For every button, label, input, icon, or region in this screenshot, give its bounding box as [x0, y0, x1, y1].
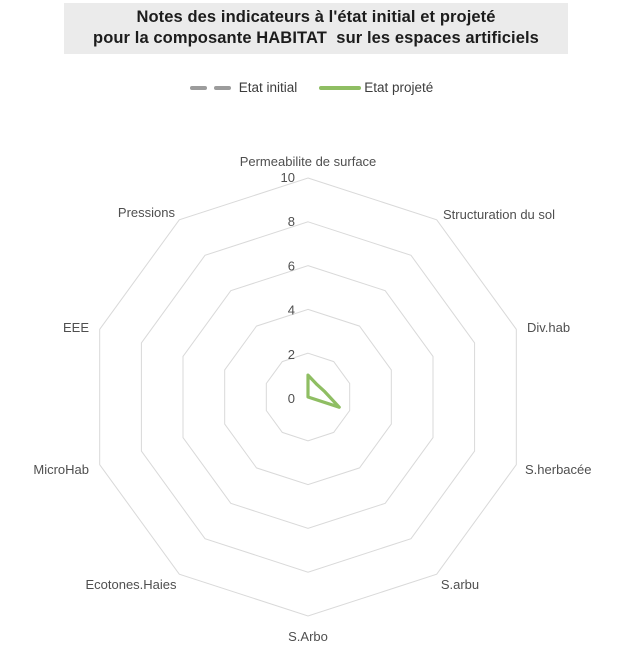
- legend-item-etat-projete: Etat projeté: [319, 80, 433, 95]
- axis-label-9: Pressions: [118, 205, 176, 220]
- solid-line-swatch: [319, 85, 362, 90]
- dashed-line-swatch: [189, 85, 231, 90]
- chart-title-line2: pour la composante HABITAT sur les espac…: [93, 29, 539, 47]
- grid-ring-4: [224, 308, 392, 486]
- axis-label-5: S.Arbo: [288, 629, 328, 644]
- axis-label-1: Structuration du sol: [443, 207, 555, 222]
- radial-tick-label-10: 10: [281, 170, 295, 185]
- legend-dash: [189, 85, 207, 90]
- chart-title-line1: Notes des indicateurs à l'état initial e…: [136, 8, 496, 26]
- chart-legend: Etat initial Etat projeté: [0, 80, 623, 95]
- axis-label-6: Ecotones.Haies: [85, 577, 177, 592]
- grid-ring-2: [265, 352, 351, 442]
- grid-ring-10: [99, 177, 517, 617]
- grid-ring-6: [182, 265, 434, 529]
- radial-tick-label-8: 8: [288, 214, 295, 229]
- radial-tick-label-0: 0: [288, 391, 295, 406]
- axis-label-2: Div.hab: [527, 320, 570, 335]
- axis-label-8: EEE: [63, 320, 89, 335]
- grid-ring-8: [140, 221, 476, 573]
- legend-item-etat-initial: Etat initial: [189, 80, 298, 95]
- axis-label-3: S.herbacée: [525, 462, 592, 477]
- chart-title: Notes des indicateurs à l'état initial e…: [64, 3, 568, 54]
- legend-label-etat-projete: Etat projeté: [364, 80, 434, 95]
- radial-tick-label-6: 6: [288, 258, 295, 273]
- axis-label-4: S.arbu: [441, 577, 479, 592]
- radial-tick-label-2: 2: [288, 347, 295, 362]
- legend-label-etat-initial: Etat initial: [238, 80, 298, 95]
- radial-tick-label-4: 4: [288, 303, 295, 318]
- axis-label-0: Permeabilite de surface: [240, 154, 377, 169]
- axis-label-7: MicroHab: [33, 462, 89, 477]
- legend-dash: [213, 85, 231, 90]
- series-polygon-1: [306, 373, 341, 409]
